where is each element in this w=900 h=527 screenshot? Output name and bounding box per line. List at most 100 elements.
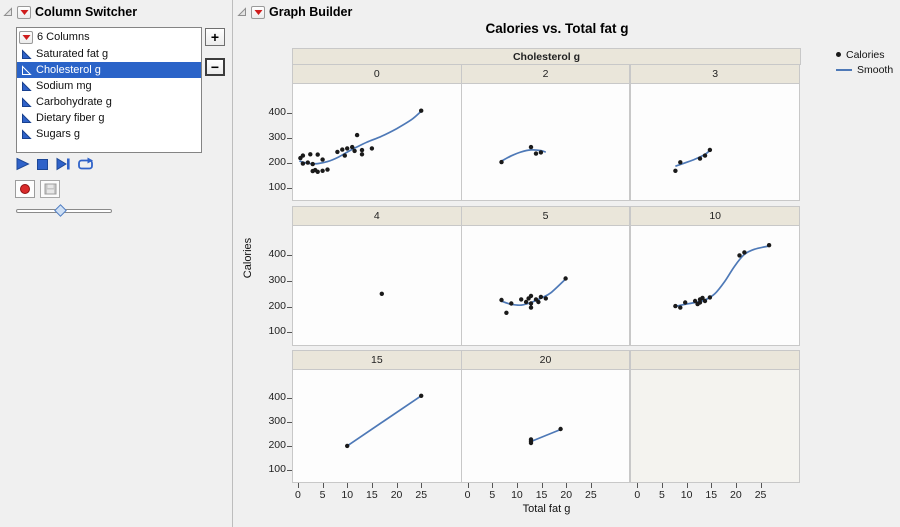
- y-tick-mark: [287, 162, 292, 164]
- y-tick-label: 300: [268, 414, 286, 427]
- columns-menu-icon[interactable]: [19, 30, 33, 44]
- x-tick-mark: [516, 483, 518, 488]
- disclosure-triangle-icon[interactable]: [3, 7, 13, 17]
- remove-column-button[interactable]: −: [205, 58, 225, 76]
- column-list: Saturated fat g Cholesterol g Sodium mg Car…: [17, 46, 201, 142]
- column-switcher-header: Column Switcher: [3, 5, 137, 19]
- y-tick-label: 300: [268, 130, 286, 143]
- disclosure-triangle-icon[interactable]: [237, 7, 247, 17]
- facet-chart: [631, 370, 799, 482]
- facet-chart: [298, 108, 424, 174]
- plot-area[interactable]: Cholesterol g 0 2 3 4 5 10 15 20 100 200 300 400 100 2…: [268, 48, 801, 501]
- facet-level-strip: 4: [292, 206, 462, 226]
- column-list-item[interactable]: Carbohydrate g: [17, 94, 201, 110]
- x-tick-label: 25: [754, 489, 767, 501]
- y-tick-mark: [287, 112, 292, 114]
- facet-level-strip: [630, 350, 800, 370]
- x-tick-label: 20: [730, 489, 742, 501]
- facet-panel[interactable]: [292, 369, 462, 483]
- x-tick-label: 15: [535, 489, 548, 501]
- x-tick-label: 0: [295, 489, 301, 501]
- y-tick-label: 200: [268, 155, 286, 168]
- column-list-item[interactable]: Sodium mg: [17, 78, 201, 94]
- x-tick-label: 10: [511, 489, 523, 501]
- facet-chart: [498, 144, 546, 165]
- legend-item-calories[interactable]: Calories: [836, 47, 893, 62]
- slider-thumb-icon[interactable]: [54, 204, 67, 217]
- x-tick-mark: [492, 483, 494, 488]
- stop-button[interactable]: [36, 158, 49, 171]
- facet-chart: [528, 426, 563, 446]
- y-tick-mark: [287, 421, 292, 423]
- x-tick-label: 10: [680, 489, 693, 501]
- x-tick-mark: [661, 483, 663, 488]
- column-label: Carbohydrate g: [36, 96, 112, 108]
- animation-controls: [15, 157, 94, 171]
- chart-title: Calories vs. Total fat g: [485, 21, 629, 36]
- column-list-item[interactable]: Saturated fat g: [17, 46, 201, 62]
- facet-level-strip: 15: [292, 350, 462, 370]
- loop-button[interactable]: [77, 157, 94, 171]
- legend-item-smooth[interactable]: Smooth: [836, 62, 893, 77]
- continuous-column-icon: [22, 48, 32, 59]
- x-tick-mark: [467, 483, 469, 488]
- continuous-column-icon: [22, 128, 32, 139]
- x-tick-mark: [711, 483, 713, 488]
- y-tick-mark: [287, 469, 292, 471]
- step-button[interactable]: [55, 157, 71, 171]
- speed-slider[interactable]: [16, 204, 116, 218]
- graph-builder-menu-icon[interactable]: [251, 5, 265, 19]
- column-switcher-title: Column Switcher: [35, 5, 138, 19]
- facet-panel[interactable]: [630, 83, 800, 201]
- y-tick-mark: [287, 306, 292, 308]
- facet-chart: [379, 291, 384, 296]
- x-tick-mark: [421, 483, 423, 488]
- column-list-item[interactable]: Dietary fiber g: [17, 110, 201, 126]
- graph-builder-header: Graph Builder: [237, 5, 352, 19]
- column-list-item[interactable]: Cholesterol g: [17, 62, 201, 78]
- column-list-item[interactable]: Sugars g: [17, 126, 201, 142]
- x-tick-mark: [590, 483, 592, 488]
- facet-chart: [345, 393, 424, 449]
- facet-panel[interactable]: [460, 83, 631, 201]
- column-label: Sodium mg: [36, 80, 92, 92]
- y-tick-mark: [287, 255, 292, 257]
- y-tick-mark: [287, 332, 292, 334]
- facet-panel[interactable]: [630, 369, 800, 483]
- play-button[interactable]: [15, 157, 30, 171]
- legend: Calories Smooth: [836, 47, 893, 77]
- y-tick-label: 300: [268, 274, 286, 287]
- save-button[interactable]: [40, 180, 60, 198]
- x-tick-label: 5: [319, 489, 326, 501]
- legend-label: Calories: [846, 48, 885, 61]
- facet-panel[interactable]: [460, 225, 631, 346]
- x-tick-mark: [760, 483, 762, 488]
- facet-chart: [673, 147, 713, 173]
- facet-level-strip: 5: [460, 206, 631, 226]
- y-tick-label: 200: [268, 299, 286, 312]
- x-tick-label: 5: [489, 489, 496, 501]
- y-tick-label: 400: [268, 105, 286, 118]
- column-listbox: 6 Columns Saturated fat g Cholesterol g So…: [16, 27, 202, 153]
- column-switcher-menu-icon[interactable]: [17, 5, 31, 19]
- facet-panel[interactable]: [292, 83, 462, 201]
- legend-label: Smooth: [857, 63, 894, 76]
- x-tick-mark: [322, 483, 324, 488]
- facet-panel[interactable]: [460, 369, 631, 483]
- record-button[interactable]: [15, 180, 35, 198]
- x-tick-mark: [347, 483, 349, 488]
- x-tick-mark: [566, 483, 568, 488]
- continuous-column-icon: [22, 96, 32, 107]
- x-axis-title[interactable]: Total fat g: [522, 503, 571, 515]
- add-column-button[interactable]: +: [205, 28, 225, 46]
- x-tick-mark: [637, 483, 639, 488]
- facet-panel[interactable]: [292, 225, 462, 346]
- record-save-controls: [15, 180, 60, 198]
- columns-group-row[interactable]: 6 Columns: [17, 28, 201, 46]
- column-label: Sugars g: [36, 128, 81, 140]
- y-tick-mark: [287, 137, 292, 139]
- point-marker-icon: [836, 52, 841, 57]
- y-tick-label: 400: [268, 390, 286, 403]
- facet-group-strip: Cholesterol g: [292, 48, 801, 65]
- facet-panel[interactable]: [630, 225, 800, 346]
